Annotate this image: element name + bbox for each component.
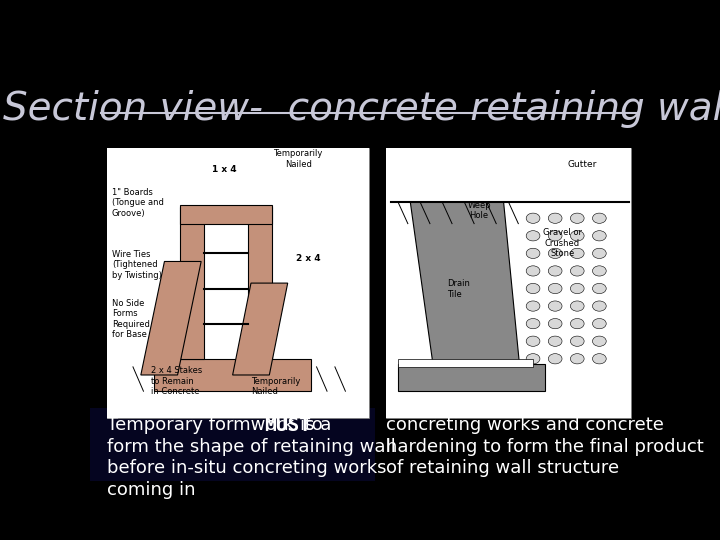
Circle shape	[548, 354, 562, 364]
Circle shape	[570, 231, 584, 241]
Circle shape	[548, 336, 562, 346]
Text: hardening to form the final product: hardening to form the final product	[386, 438, 703, 456]
Text: of retaining wall structure: of retaining wall structure	[386, 460, 619, 477]
Text: Temporarily
Nailed: Temporarily Nailed	[251, 376, 300, 396]
Circle shape	[570, 213, 584, 224]
Circle shape	[593, 336, 606, 346]
Text: 2 x 4: 2 x 4	[296, 254, 320, 264]
Circle shape	[593, 231, 606, 241]
FancyBboxPatch shape	[180, 205, 272, 224]
Text: 1" Boards
(Tongue and
Groove): 1" Boards (Tongue and Groove)	[112, 188, 164, 218]
Circle shape	[526, 248, 540, 259]
Text: concreting works and concrete: concreting works and concrete	[386, 416, 664, 434]
Polygon shape	[233, 283, 288, 375]
Text: coming in: coming in	[107, 481, 195, 499]
Circle shape	[593, 266, 606, 276]
Circle shape	[548, 213, 562, 224]
Circle shape	[593, 301, 606, 311]
FancyBboxPatch shape	[386, 148, 631, 418]
Circle shape	[548, 319, 562, 329]
Circle shape	[526, 266, 540, 276]
Text: No Side
Forms
Required
for Base: No Side Forms Required for Base	[112, 299, 150, 339]
Circle shape	[593, 354, 606, 364]
Circle shape	[570, 284, 584, 294]
Circle shape	[548, 266, 562, 276]
Circle shape	[526, 336, 540, 346]
Circle shape	[593, 319, 606, 329]
Circle shape	[548, 301, 562, 311]
Polygon shape	[398, 364, 545, 391]
Polygon shape	[410, 202, 521, 377]
Circle shape	[548, 231, 562, 241]
FancyBboxPatch shape	[180, 207, 204, 359]
Circle shape	[593, 248, 606, 259]
Circle shape	[526, 319, 540, 329]
Text: before in-situ concreting works: before in-situ concreting works	[107, 460, 386, 477]
Circle shape	[570, 301, 584, 311]
Text: Temporary formwork is a: Temporary formwork is a	[107, 416, 337, 434]
Text: Section view-  concrete retaining wall: Section view- concrete retaining wall	[4, 90, 720, 128]
Text: form the shape of retaining wall: form the shape of retaining wall	[107, 438, 395, 456]
Text: Drain
Tile: Drain Tile	[447, 279, 470, 299]
Circle shape	[526, 301, 540, 311]
Text: Wire Ties
(Tightened
by Twisting): Wire Ties (Tightened by Twisting)	[112, 250, 162, 280]
Text: Gravel or
Crushed
Stone: Gravel or Crushed Stone	[543, 228, 582, 258]
FancyBboxPatch shape	[386, 148, 631, 418]
Circle shape	[526, 213, 540, 224]
FancyBboxPatch shape	[107, 148, 369, 418]
Circle shape	[570, 266, 584, 276]
Circle shape	[593, 284, 606, 294]
FancyBboxPatch shape	[90, 408, 374, 481]
Text: Temporarily
Nailed: Temporarily Nailed	[274, 150, 323, 169]
Circle shape	[570, 354, 584, 364]
Circle shape	[526, 354, 540, 364]
Circle shape	[526, 231, 540, 241]
Circle shape	[570, 336, 584, 346]
FancyBboxPatch shape	[107, 148, 369, 418]
Text: MUST: MUST	[264, 416, 311, 435]
Circle shape	[548, 248, 562, 259]
FancyBboxPatch shape	[154, 359, 311, 391]
Circle shape	[570, 319, 584, 329]
FancyBboxPatch shape	[398, 359, 533, 367]
FancyBboxPatch shape	[248, 207, 272, 359]
Circle shape	[570, 248, 584, 259]
Text: to: to	[300, 416, 323, 434]
Circle shape	[526, 284, 540, 294]
Text: 2 x 4 Stakes
to Remain
in Concrete: 2 x 4 Stakes to Remain in Concrete	[151, 366, 202, 396]
Text: 1 x 4: 1 x 4	[212, 165, 237, 174]
Circle shape	[548, 284, 562, 294]
Text: Weep
Hole: Weep Hole	[467, 201, 491, 220]
Text: Gutter: Gutter	[567, 160, 597, 169]
Circle shape	[593, 213, 606, 224]
Polygon shape	[141, 261, 201, 375]
